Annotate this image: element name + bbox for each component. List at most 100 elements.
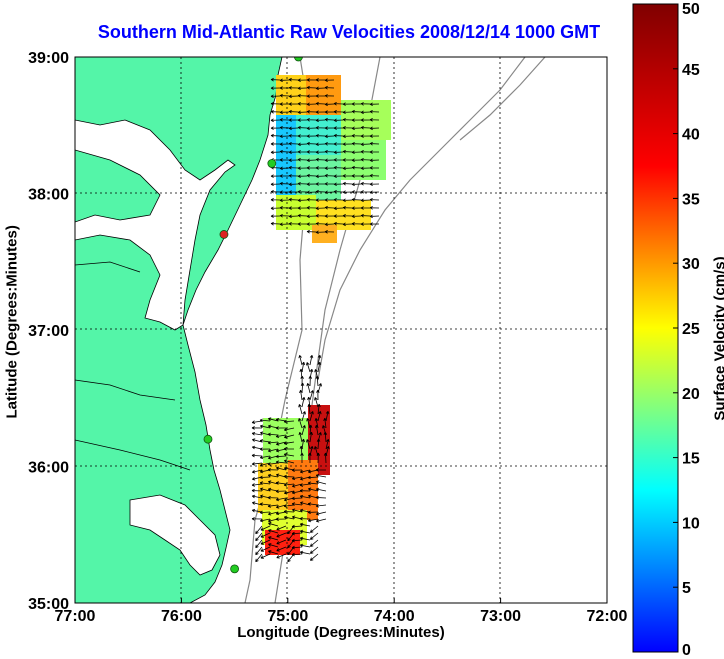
velocity-arrow (279, 102, 290, 106)
station-marker (203, 434, 213, 444)
colorbar-tick-label: 40 (682, 127, 700, 144)
velocity-arrow (297, 86, 308, 91)
velocity-arrow (316, 511, 327, 516)
velocity-arrow (268, 480, 279, 485)
velocity-arrow (297, 110, 308, 115)
velocity-arrow (288, 222, 299, 226)
velocity-arrow (315, 110, 326, 114)
velocity-arrow (333, 133, 344, 138)
velocity-arrow (276, 532, 287, 538)
velocity-arrow (351, 126, 362, 131)
velocity-arrow (270, 182, 281, 187)
velocity-arrow (276, 539, 287, 545)
velocity-arrow (324, 205, 335, 210)
velocity-arrow (259, 475, 271, 480)
velocity-arrow (288, 174, 299, 178)
station-marker (267, 159, 277, 168)
velocity-arrow (279, 222, 290, 227)
velocity-arrow (333, 165, 344, 170)
colorbar-tick-label: 35 (682, 191, 700, 208)
velocity-arrow (268, 543, 279, 548)
velocity-arrow (317, 354, 322, 366)
velocity-arrow (270, 198, 281, 202)
velocity-arrow (342, 117, 353, 122)
velocity-arrow (291, 502, 303, 506)
velocity-arrow (342, 222, 353, 227)
velocity-arrow (306, 150, 317, 154)
velocity-arrow (283, 447, 295, 451)
velocity-arrow (309, 431, 313, 443)
velocity-arrow (351, 197, 362, 202)
velocity-arrow (324, 173, 335, 178)
velocity-arrow (315, 133, 326, 138)
velocity-arrow (267, 495, 279, 500)
velocity-arrow (279, 93, 290, 98)
velocity-arrow (268, 550, 279, 555)
velocity-arrow (306, 94, 317, 98)
velocity-arrow (324, 110, 335, 114)
velocity-arrow (369, 197, 380, 202)
velocity-arrow (288, 165, 299, 170)
station-markers (203, 57, 303, 574)
velocity-arrow (324, 166, 335, 170)
velocity-arrow (259, 502, 271, 506)
velocity-arrow (284, 459, 295, 464)
velocity-arrow (279, 158, 290, 162)
albemarle-sound (129, 494, 221, 576)
velocity-arrow (275, 417, 287, 422)
colorbar-tick-label: 45 (682, 62, 700, 79)
velocity-arrow (291, 531, 303, 536)
velocity-arrow (276, 553, 287, 559)
velocity-arrow (333, 206, 344, 211)
velocity-arrow (268, 522, 279, 527)
velocity-arrow (259, 439, 271, 443)
velocity-arrow (324, 230, 335, 234)
velocity-arrow (297, 102, 308, 106)
velocity-arrow (315, 504, 327, 508)
velocity-arrow (342, 149, 353, 154)
velocity-arrow (283, 474, 295, 479)
velocity-arrow (317, 361, 322, 373)
velocity-arrow (297, 93, 308, 98)
velocity-arrow (300, 501, 311, 506)
velocity-arrow (259, 481, 271, 485)
velocity-arrow (251, 494, 263, 499)
velocity-arrow (369, 102, 380, 107)
velocity-arrow (288, 150, 299, 155)
velocity-arrow (333, 214, 344, 218)
velocity-arrow (297, 125, 308, 130)
velocity-arrow (260, 539, 271, 545)
velocity-arrow (299, 494, 311, 499)
velocity-arrow (275, 426, 287, 430)
velocity-arrow (291, 552, 303, 557)
velocity-arrow (369, 222, 380, 226)
velocity-arrow (259, 424, 271, 429)
velocity-arrow (288, 206, 299, 210)
x-ticks: 77:00 76:00 75:00 74:00 73:00 72:00 (55, 598, 628, 625)
velocity-arrow (360, 157, 371, 162)
velocity-arrow (333, 150, 344, 155)
velocity-arrow (315, 78, 326, 82)
velocity-arrow (317, 403, 321, 415)
chart-title: Southern Mid-Atlantic Raw Velocities 200… (97, 22, 601, 42)
velocity-arrow (251, 517, 263, 521)
velocity-arrow (288, 86, 299, 90)
velocity-arrow (315, 221, 326, 226)
velocity-arrow (283, 427, 295, 432)
velocity-arrow (255, 539, 263, 549)
velocity-arrow (324, 126, 335, 130)
velocity-arrow (259, 447, 271, 451)
velocity-arrow (309, 354, 314, 366)
velocity-arrow (315, 86, 326, 91)
velocity-arrow (270, 150, 281, 155)
velocity-arrow (324, 214, 335, 218)
velocity-arrow (299, 483, 311, 487)
velocity-arrow (309, 390, 314, 401)
velocity-arrow (306, 158, 317, 163)
velocity-arrow (297, 174, 308, 179)
x-tick-label: 73:00 (480, 608, 521, 625)
velocity-arrow (308, 452, 312, 464)
velocity-arrow (360, 110, 371, 115)
velocity-arrow (267, 432, 279, 437)
velocity-arrow (300, 452, 304, 464)
